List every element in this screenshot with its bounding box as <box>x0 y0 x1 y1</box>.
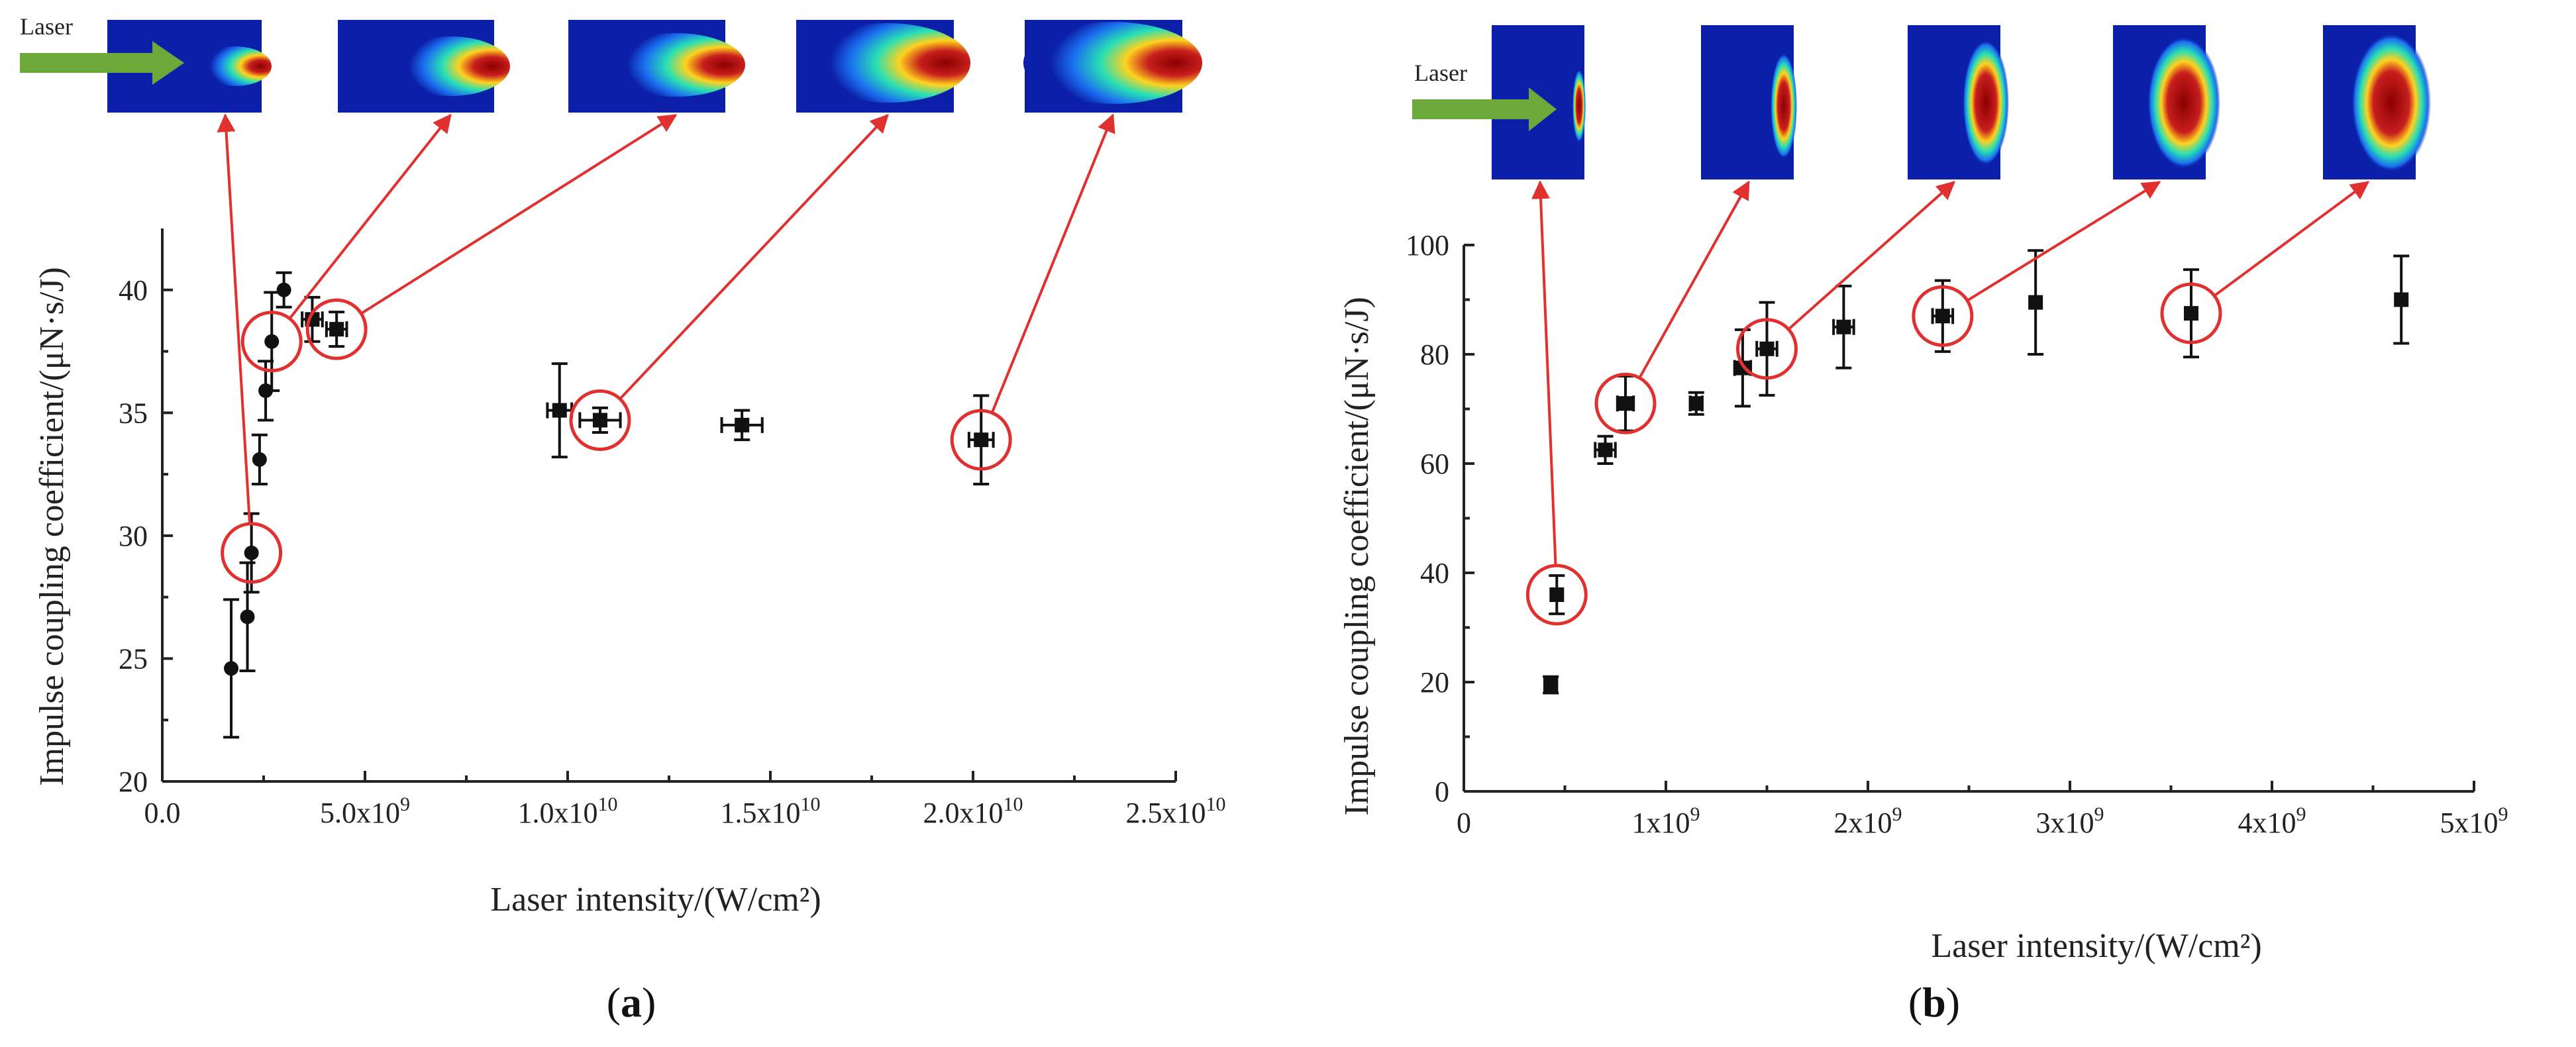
inset-images-a: Laser <box>20 13 1202 113</box>
x-tick-label-a: 1.0x1010 <box>518 793 618 829</box>
plot-area-b: 0 1x109 2x109 3x109 4x109 5x109 0 20 40 60 80 100 <box>1406 180 2508 839</box>
x-tick-label-a: 2.5x1010 <box>1126 793 1226 829</box>
plume-image-b-5 <box>2323 25 2431 179</box>
y-tick-label-a: 35 <box>119 397 148 429</box>
highlight-circle-a <box>569 389 631 451</box>
x-tick-label-a: 5.0x109 <box>320 793 410 829</box>
laser-label-a: Laser <box>20 13 73 40</box>
x-tick-label-b: 4x109 <box>2238 803 2306 839</box>
y-tick-label-b: 80 <box>1420 338 1449 371</box>
y-axis-title-b: Impulse coupling coefficient/(μN·s/J) <box>1338 297 1376 816</box>
plume-image-a-2 <box>338 20 510 113</box>
data-point-b <box>1598 442 1613 458</box>
x-tick-label-b: 3x109 <box>2036 803 2104 839</box>
y-tick-label-a: 40 <box>119 274 148 307</box>
plume-image-a-4 <box>796 20 970 113</box>
x-tick-label-b: 0 <box>1457 807 1471 839</box>
data-point-a <box>240 609 255 624</box>
highlight-circle-b <box>1912 285 1974 347</box>
y-tick-label-b: 0 <box>1435 775 1449 808</box>
data-point-a <box>735 417 750 432</box>
highlight-circle-a <box>221 522 283 584</box>
highlight-arrow-b <box>1638 180 1750 379</box>
data-point-b <box>1836 319 1851 334</box>
x-tick-label-b: 1x109 <box>1632 803 1700 839</box>
data-point-b <box>1688 396 1704 411</box>
highlight-circle-b <box>2160 282 2222 344</box>
data-point-a <box>974 432 989 448</box>
data-point-a <box>552 403 567 418</box>
highlight-arrow-a <box>360 114 678 315</box>
highlight-circle-a <box>305 298 368 360</box>
data-point-a <box>264 334 280 349</box>
highlight-arrow-b <box>1787 181 1956 330</box>
highlight-arrow-b <box>1967 181 2161 302</box>
highlight-circle-b <box>1594 372 1657 434</box>
highlight-arrow-b <box>2213 181 2370 297</box>
panel-a: Laser 0.0 5.0x109 1.0x1010 1.5x1010 2.0x1010… <box>20 13 1226 1026</box>
highlight-arrow-a <box>990 113 1115 414</box>
x-tick-label-a: 1.5x1010 <box>721 793 821 829</box>
plume-image-b-2 <box>1701 25 1797 179</box>
inset-images-b: Laser <box>1412 25 2431 179</box>
highlight-arrow-a <box>619 113 889 400</box>
data-point-a <box>244 545 259 560</box>
y-tick-label-b: 100 <box>1406 229 1449 262</box>
plume-image-b-4 <box>2113 25 2220 179</box>
x-axis-title-b: Laser intensity/(W/cm²) <box>1931 927 2261 965</box>
y-tick-label-b: 40 <box>1420 557 1449 589</box>
plume-image-b-3 <box>1908 25 2009 179</box>
data-point-a <box>252 452 267 467</box>
highlight-arrow-a <box>288 113 452 320</box>
data-point-a <box>276 282 291 297</box>
highlight-circle-b <box>1736 318 1798 380</box>
y-tick-label-b: 60 <box>1420 448 1449 480</box>
data-point-b <box>2028 295 2043 310</box>
data-point-b <box>2394 292 2409 307</box>
highlight-circle-a <box>240 311 303 373</box>
y-tick-label-a: 25 <box>119 642 148 675</box>
laser-arrow-b <box>1412 87 1557 131</box>
plot-area-a: 0.0 5.0x109 1.0x1010 1.5x1010 2.0x1010 2.5x10… <box>119 113 1226 829</box>
data-point-b <box>1935 309 1950 324</box>
y-axis-title-a: Impulse coupling coefficient/(μN·s/J) <box>33 267 71 786</box>
y-tick-label-a: 20 <box>119 766 148 798</box>
x-tick-label-a: 0.0 <box>144 797 181 829</box>
panel-label-b: (b) <box>1908 979 1960 1026</box>
data-point-a <box>224 661 239 676</box>
laser-label-b: Laser <box>1414 60 1467 86</box>
panel-b: Laser 0 1x109 2x109 3x109 4x109 5x109 0 20 40 60 8… <box>1338 25 2508 1026</box>
highlight-circle-a <box>950 409 1012 471</box>
x-tick-label-b: 5x109 <box>2440 803 2508 839</box>
x-tick-label-a: 2.0x1010 <box>923 793 1023 829</box>
y-tick-label-a: 30 <box>119 520 148 552</box>
data-point-b <box>1549 587 1565 602</box>
data-point-b <box>2184 306 2198 321</box>
plume-image-a-5 <box>1023 20 1202 113</box>
data-point-b <box>1543 677 1559 693</box>
y-tick-label-b: 20 <box>1420 666 1449 699</box>
data-point-b <box>1759 341 1775 356</box>
highlight-arrow-a <box>217 113 252 524</box>
highlight-circle-b <box>1525 564 1588 626</box>
data-point-a <box>592 413 607 428</box>
data-point-b <box>1618 396 1633 411</box>
x-tick-label-b: 2x109 <box>1834 803 1902 839</box>
laser-arrow-a <box>20 41 184 85</box>
x-axis-title-a: Laser intensity/(W/cm²) <box>490 881 821 919</box>
panel-label-a: (a) <box>607 979 656 1026</box>
highlight-arrow-b <box>1531 180 1557 566</box>
data-point-a <box>329 322 344 337</box>
plume-image-a-3 <box>568 20 745 113</box>
